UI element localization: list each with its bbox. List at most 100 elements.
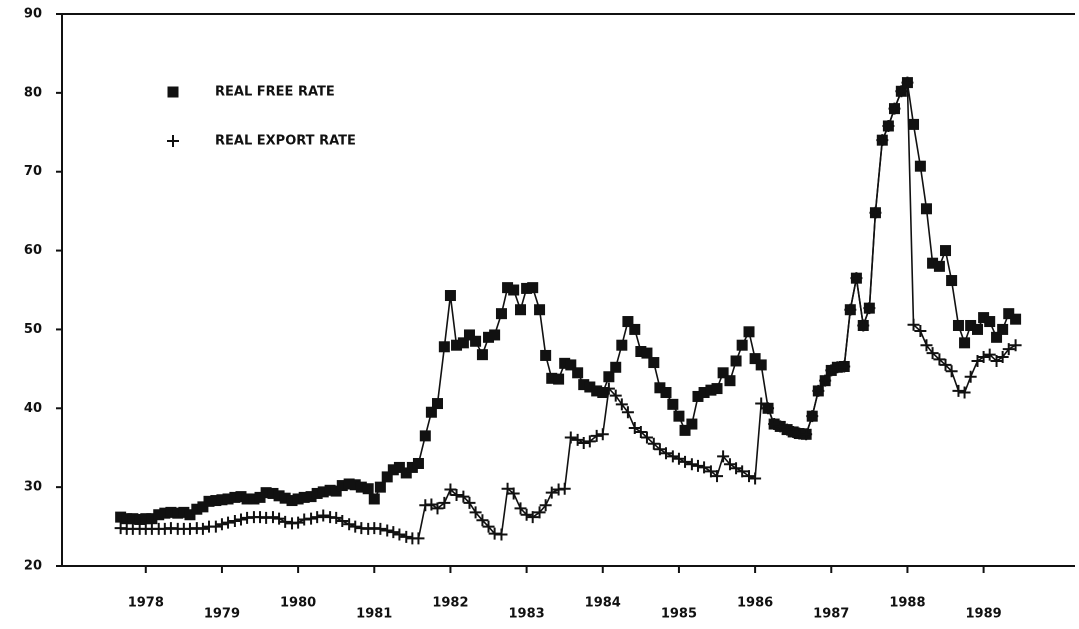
square-marker xyxy=(146,513,158,525)
plus-marker xyxy=(431,502,444,515)
plus-marker xyxy=(609,389,622,402)
plus-marker xyxy=(882,119,895,132)
plus-marker xyxy=(209,520,222,533)
square-marker xyxy=(336,480,348,492)
square-marker xyxy=(692,390,704,402)
square-marker xyxy=(711,383,723,395)
plus-marker xyxy=(558,482,571,495)
square-marker xyxy=(343,478,355,490)
square-marker xyxy=(438,341,450,353)
y-tick-label: 70 xyxy=(24,164,42,179)
y-tick-label: 30 xyxy=(24,480,42,495)
square-marker xyxy=(153,509,165,521)
plus-marker xyxy=(583,435,596,448)
plus-marker xyxy=(520,508,533,521)
plus-marker xyxy=(825,364,838,377)
square-marker xyxy=(311,487,323,499)
y-tick-label: 60 xyxy=(24,243,42,258)
plus-marker xyxy=(507,487,520,500)
plus-marker xyxy=(400,530,413,543)
plus-marker xyxy=(349,520,362,533)
square-marker xyxy=(546,372,558,384)
square-marker xyxy=(203,495,215,507)
square-marker xyxy=(965,319,977,331)
square-marker xyxy=(115,511,127,523)
plus-marker xyxy=(711,470,724,483)
plus-marker xyxy=(768,418,781,431)
square-marker xyxy=(521,282,533,294)
plus-marker xyxy=(476,514,489,527)
square-marker xyxy=(254,491,266,503)
x-tick-label: 1981 xyxy=(356,607,392,622)
plus-marker xyxy=(812,384,825,397)
square-marker xyxy=(730,355,742,367)
x-tick-label: 1985 xyxy=(661,607,697,622)
plus-marker xyxy=(381,524,394,537)
square-marker xyxy=(991,331,1003,343)
y-tick-label: 50 xyxy=(24,322,42,337)
x-tick-label: 1988 xyxy=(889,596,925,611)
square-marker xyxy=(165,506,177,518)
square-marker xyxy=(134,513,146,525)
square-marker xyxy=(393,461,405,473)
square-marker xyxy=(273,490,285,502)
square-marker xyxy=(527,282,539,294)
plus-marker xyxy=(336,515,349,528)
plus-marker xyxy=(1009,339,1022,352)
square-marker xyxy=(635,346,647,358)
square-marker xyxy=(972,323,984,335)
square-marker xyxy=(660,387,672,399)
square-marker xyxy=(172,507,184,519)
plus-marker xyxy=(215,518,228,531)
plus-marker xyxy=(495,528,508,541)
square-marker xyxy=(412,457,424,469)
plus-marker xyxy=(647,437,660,450)
plus-marker xyxy=(952,384,965,397)
square-marker xyxy=(705,384,717,396)
plus-marker xyxy=(1002,343,1015,356)
square-marker xyxy=(241,493,253,505)
square-marker xyxy=(127,513,139,525)
square-marker xyxy=(184,509,196,521)
plus-marker xyxy=(806,410,819,423)
x-tick-label: 1982 xyxy=(432,596,468,611)
plus-marker xyxy=(539,499,552,512)
plus-marker xyxy=(330,511,343,524)
plus-marker xyxy=(781,423,794,436)
square-marker xyxy=(457,337,469,349)
plus-marker xyxy=(755,397,768,410)
square-marker xyxy=(997,323,1009,335)
square-marker xyxy=(305,491,317,503)
plus-marker xyxy=(533,506,546,519)
square-marker xyxy=(489,329,501,341)
square-marker xyxy=(355,481,367,493)
plus-marker xyxy=(895,85,908,98)
x-tick-label: 1984 xyxy=(585,596,621,611)
plus-marker xyxy=(634,425,647,438)
square-marker xyxy=(648,357,660,369)
plus-marker xyxy=(983,348,996,361)
square-marker xyxy=(178,506,190,518)
square-marker xyxy=(1003,308,1015,320)
plus-marker xyxy=(273,512,286,525)
square-marker xyxy=(210,495,222,507)
plus-marker xyxy=(926,347,939,360)
square-marker xyxy=(755,359,767,371)
square-marker xyxy=(286,495,298,507)
square-marker xyxy=(679,424,691,436)
plus-marker xyxy=(412,532,425,545)
plus-marker xyxy=(545,486,558,499)
plus-marker xyxy=(971,354,984,367)
x-tick-label: 1987 xyxy=(813,607,849,622)
plus-marker xyxy=(698,461,711,474)
square-marker xyxy=(406,461,418,473)
plus-marker xyxy=(564,431,577,444)
legend-marker xyxy=(167,135,179,147)
square-marker xyxy=(584,381,596,393)
plus-marker xyxy=(343,518,356,531)
square-marker xyxy=(374,481,386,493)
plus-marker xyxy=(876,134,889,147)
plus-marker xyxy=(501,482,514,495)
plus-marker xyxy=(425,498,438,511)
